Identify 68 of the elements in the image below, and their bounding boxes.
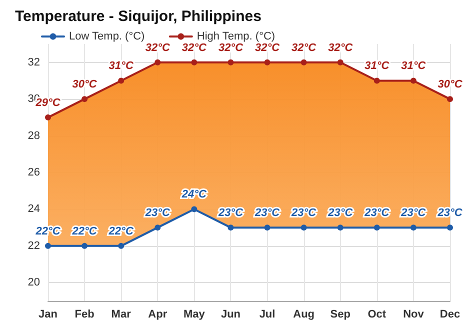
x-tick-label: Oct <box>368 308 386 320</box>
data-label: 23°C <box>327 207 354 220</box>
data-label: 23°C <box>436 207 464 220</box>
y-tick-label: 22 <box>28 240 40 252</box>
data-label: 30°C <box>438 78 464 91</box>
point <box>264 59 270 66</box>
point <box>264 224 270 231</box>
point <box>337 59 344 66</box>
y-tick-label: 20 <box>28 276 40 289</box>
x-tick-label: Nov <box>403 308 425 320</box>
point <box>300 59 307 66</box>
x-tick-label: Jan <box>38 308 58 320</box>
x-tick-label: Sep <box>330 308 351 320</box>
x-tick-label: Dec <box>440 308 460 320</box>
data-label: 23°C <box>364 207 390 220</box>
point <box>154 59 161 66</box>
point <box>45 242 51 249</box>
x-tick-label: Mar <box>111 308 132 320</box>
x-tick-label: Aug <box>293 308 315 320</box>
y-tick-label: 28 <box>28 130 40 142</box>
point <box>410 78 416 84</box>
y-tick-label: 24 <box>28 203 40 216</box>
point <box>447 96 453 102</box>
y-tick-label: 26 <box>28 166 40 178</box>
data-label: 22°C <box>71 225 98 238</box>
point <box>118 242 124 249</box>
data-label: 22°C <box>108 225 134 238</box>
x-tick-label: Jun <box>220 308 241 320</box>
legend-label: High Temp. (°C) <box>196 30 276 42</box>
data-label: 23°C <box>254 207 281 220</box>
point <box>82 242 88 249</box>
data-label: 32°C <box>254 42 281 54</box>
point <box>228 59 234 66</box>
legend-label: Low Temp. (°C) <box>69 30 145 42</box>
x-tick-label: Feb <box>74 308 95 320</box>
data-label: 32°C <box>328 42 354 54</box>
point <box>447 224 453 231</box>
x-tick-label: Apr <box>148 308 168 320</box>
point <box>154 224 161 231</box>
data-label: 30°C <box>72 78 98 91</box>
data-label: 22°C <box>34 225 62 238</box>
data-label: 31°C <box>108 60 134 72</box>
data-label: 23°C <box>144 207 171 220</box>
data-label: 23°C <box>290 207 318 220</box>
point <box>337 224 344 231</box>
data-label: 31°C <box>401 60 427 72</box>
point <box>410 224 416 231</box>
x-tick-label: Jul <box>259 308 276 320</box>
data-label: 32°C <box>182 42 208 54</box>
point <box>374 78 380 84</box>
point <box>191 59 198 66</box>
x-tick-label: May <box>183 308 206 320</box>
y-tick-label: 32 <box>28 56 40 68</box>
point <box>82 96 88 102</box>
data-label: 23°C <box>400 207 427 220</box>
data-label: 32°C <box>145 42 171 54</box>
point <box>191 206 198 212</box>
point <box>228 224 234 231</box>
chart-title: Temperature - Siquijor, Philippines <box>15 8 262 25</box>
data-label: 23°C <box>217 207 244 220</box>
data-label: 32°C <box>218 42 244 54</box>
point <box>374 224 380 231</box>
data-label: 31°C <box>364 60 390 72</box>
data-label: 24°C <box>180 188 208 201</box>
point <box>118 78 124 84</box>
point <box>300 224 307 231</box>
point <box>45 114 51 120</box>
data-label: 32°C <box>292 42 318 54</box>
